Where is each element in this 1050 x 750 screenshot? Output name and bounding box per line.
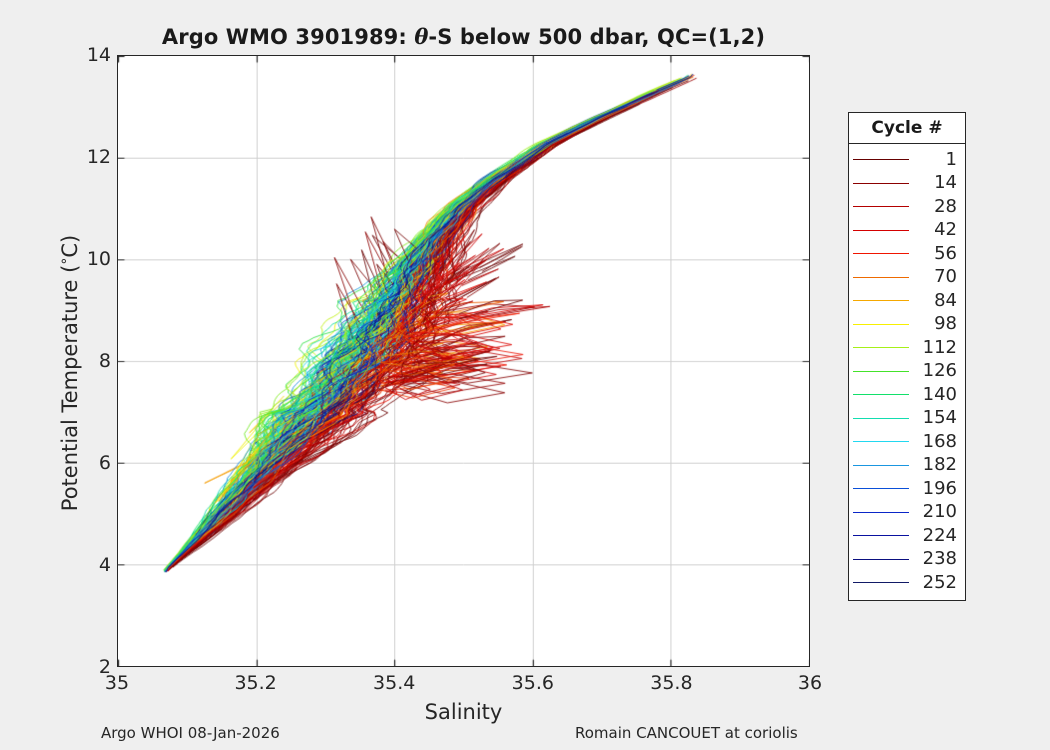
- legend-entry[interactable]: 154: [849, 407, 965, 431]
- legend-entry-label: 154: [922, 407, 957, 429]
- y-tick-label: 6: [98, 452, 111, 474]
- legend-color-swatch: [853, 394, 909, 396]
- legend-entry-label: 1: [945, 148, 957, 170]
- legend-items: 1 14 28 42 56 70 84 98 112 126 140 154 168 182 196 210 2…: [849, 144, 965, 600]
- legend-entry-label: 84: [934, 289, 957, 311]
- page-title: Argo WMO 3901989: θ-S below 500 dbar, QC…: [117, 24, 810, 49]
- legend-entry-label: 168: [922, 430, 957, 452]
- legend-entry[interactable]: 84: [849, 289, 965, 313]
- degree-symbol: °: [60, 257, 76, 265]
- legend-entry[interactable]: 1: [849, 148, 965, 172]
- legend-entry-label: 56: [934, 242, 957, 264]
- legend-entry-label: 14: [934, 172, 957, 194]
- y-tick-label: 14: [86, 44, 111, 66]
- x-tick-label: 35: [104, 672, 130, 694]
- legend-entry-label: 210: [922, 501, 957, 523]
- legend-color-swatch: [853, 323, 909, 325]
- legend-color-swatch: [853, 347, 909, 349]
- legend-entry[interactable]: 112: [849, 336, 965, 360]
- legend-entry[interactable]: 224: [849, 524, 965, 548]
- y-axis-label-suffix: C): [58, 234, 82, 258]
- legend-color-swatch: [853, 159, 909, 161]
- title-suffix: -S below 500 dbar, QC=(1,2): [428, 25, 766, 49]
- legend-entry[interactable]: 98: [849, 313, 965, 337]
- legend-entry[interactable]: 126: [849, 360, 965, 384]
- legend-color-swatch: [853, 253, 909, 255]
- y-axis-label-prefix: Potential Temperature (: [58, 264, 82, 512]
- legend-entry[interactable]: 168: [849, 430, 965, 454]
- legend-entry-label: 182: [922, 454, 957, 476]
- footer-source-text: Argo WHOI 08-Jan-2026: [101, 724, 280, 742]
- legend-entry-label: 252: [922, 571, 957, 593]
- x-tick-label: 35.4: [373, 672, 416, 694]
- y-tick-label: 12: [86, 146, 111, 168]
- legend-entry-label: 126: [922, 360, 957, 382]
- legend-entry-label: 70: [934, 266, 957, 288]
- legend-color-swatch: [853, 417, 909, 419]
- legend-entry[interactable]: 196: [849, 477, 965, 501]
- legend-color-swatch: [853, 229, 909, 231]
- footer-author-text: Romain CANCOUET at coriolis: [575, 724, 798, 742]
- legend-entry-label: 112: [922, 336, 957, 358]
- legend-color-swatch: [853, 276, 909, 278]
- legend-entry[interactable]: 210: [849, 501, 965, 525]
- legend-entry-label: 28: [934, 195, 957, 217]
- legend-color-swatch: [853, 511, 909, 513]
- legend-entry[interactable]: 28: [849, 195, 965, 219]
- x-tick-label: 35.8: [650, 672, 693, 694]
- legend-color-swatch: [853, 182, 909, 184]
- legend-color-swatch: [853, 441, 909, 443]
- legend-entry-label: 42: [934, 219, 957, 241]
- legend-entry[interactable]: 70: [849, 266, 965, 290]
- legend-entry[interactable]: 140: [849, 383, 965, 407]
- x-tick-label: 35.6: [511, 672, 554, 694]
- title-theta-symbol: θ: [414, 24, 429, 49]
- y-tick-label: 8: [98, 350, 111, 372]
- legend-title: Cycle #: [849, 113, 965, 144]
- legend-entry-label: 140: [922, 383, 957, 405]
- theta-s-scatter-canvas: [118, 56, 809, 666]
- legend-color-swatch: [853, 535, 909, 537]
- legend-entry[interactable]: 14: [849, 172, 965, 196]
- x-tick-label: 35.2: [234, 672, 277, 694]
- legend-color-swatch: [853, 206, 909, 208]
- legend-entry[interactable]: 252: [849, 571, 965, 595]
- x-axis-label: Salinity: [424, 700, 503, 724]
- legend-color-swatch: [853, 464, 909, 466]
- legend-entry[interactable]: 238: [849, 548, 965, 572]
- y-tick-label: 2: [98, 656, 111, 678]
- legend-box: Cycle # 1 14 28 42 56 70 84 98 112 126 140 154 168 18…: [848, 112, 966, 601]
- legend-color-swatch: [853, 558, 909, 560]
- legend-color-swatch: [853, 488, 909, 490]
- legend-entry[interactable]: 182: [849, 454, 965, 478]
- legend-color-swatch: [853, 300, 909, 302]
- legend-entry-label: 196: [922, 477, 957, 499]
- y-tick-label: 10: [86, 248, 111, 270]
- title-prefix: Argo WMO 3901989:: [161, 25, 415, 49]
- y-tick-label: 4: [98, 554, 111, 576]
- y-axis-label: Potential Temperature (°C): [58, 67, 82, 679]
- legend-entry-label: 224: [922, 524, 957, 546]
- legend-entry[interactable]: 56: [849, 242, 965, 266]
- legend-entry-label: 238: [922, 548, 957, 570]
- legend-entry[interactable]: 42: [849, 219, 965, 243]
- legend-entry-label: 98: [934, 313, 957, 335]
- legend-color-swatch: [853, 370, 909, 372]
- plot-axes: [117, 55, 810, 667]
- legend-color-swatch: [853, 582, 909, 584]
- x-tick-label: 36: [797, 672, 823, 694]
